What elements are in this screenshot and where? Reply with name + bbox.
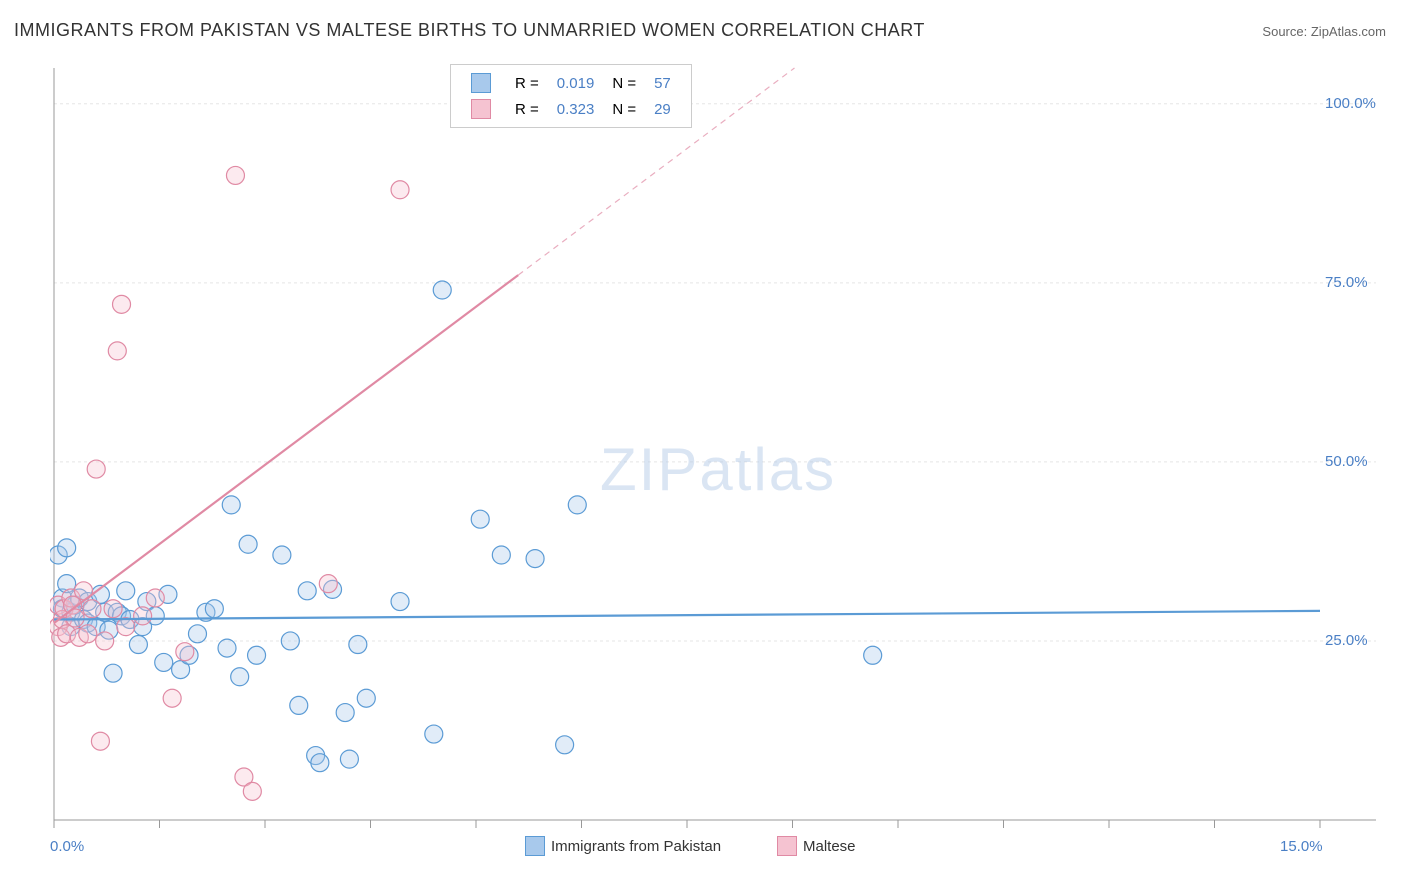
source-attribution: Source: ZipAtlas.com: [1262, 24, 1386, 39]
legend-label: Maltese: [803, 838, 856, 855]
source-name: ZipAtlas.com: [1311, 24, 1386, 39]
legend-label: Immigrants from Pakistan: [551, 838, 721, 855]
stats-row: R =0.019N =57: [463, 71, 679, 95]
chart-title: IMMIGRANTS FROM PAKISTAN VS MALTESE BIRT…: [14, 20, 925, 41]
y-tick-label: 75.0%: [1325, 274, 1368, 291]
scatter-svg: [50, 60, 1380, 840]
legend-item: Maltese: [777, 836, 856, 856]
stats-table: R =0.019N =57R =0.323N =29: [461, 69, 681, 123]
x-tick-label: 0.0%: [50, 838, 84, 855]
y-tick-label: 50.0%: [1325, 453, 1368, 470]
chart-container: IMMIGRANTS FROM PAKISTAN VS MALTESE BIRT…: [0, 0, 1406, 892]
legend-swatch: [777, 836, 797, 856]
legend-swatch: [525, 836, 545, 856]
plot-area: [50, 60, 1380, 840]
stats-row: R =0.323N =29: [463, 97, 679, 121]
x-tick-label: 15.0%: [1280, 838, 1323, 855]
y-tick-label: 100.0%: [1325, 95, 1376, 112]
source-label: Source:: [1262, 24, 1307, 39]
y-tick-label: 25.0%: [1325, 632, 1368, 649]
legend-item: Immigrants from Pakistan: [525, 836, 721, 856]
stats-legend: R =0.019N =57R =0.323N =29: [450, 64, 692, 128]
